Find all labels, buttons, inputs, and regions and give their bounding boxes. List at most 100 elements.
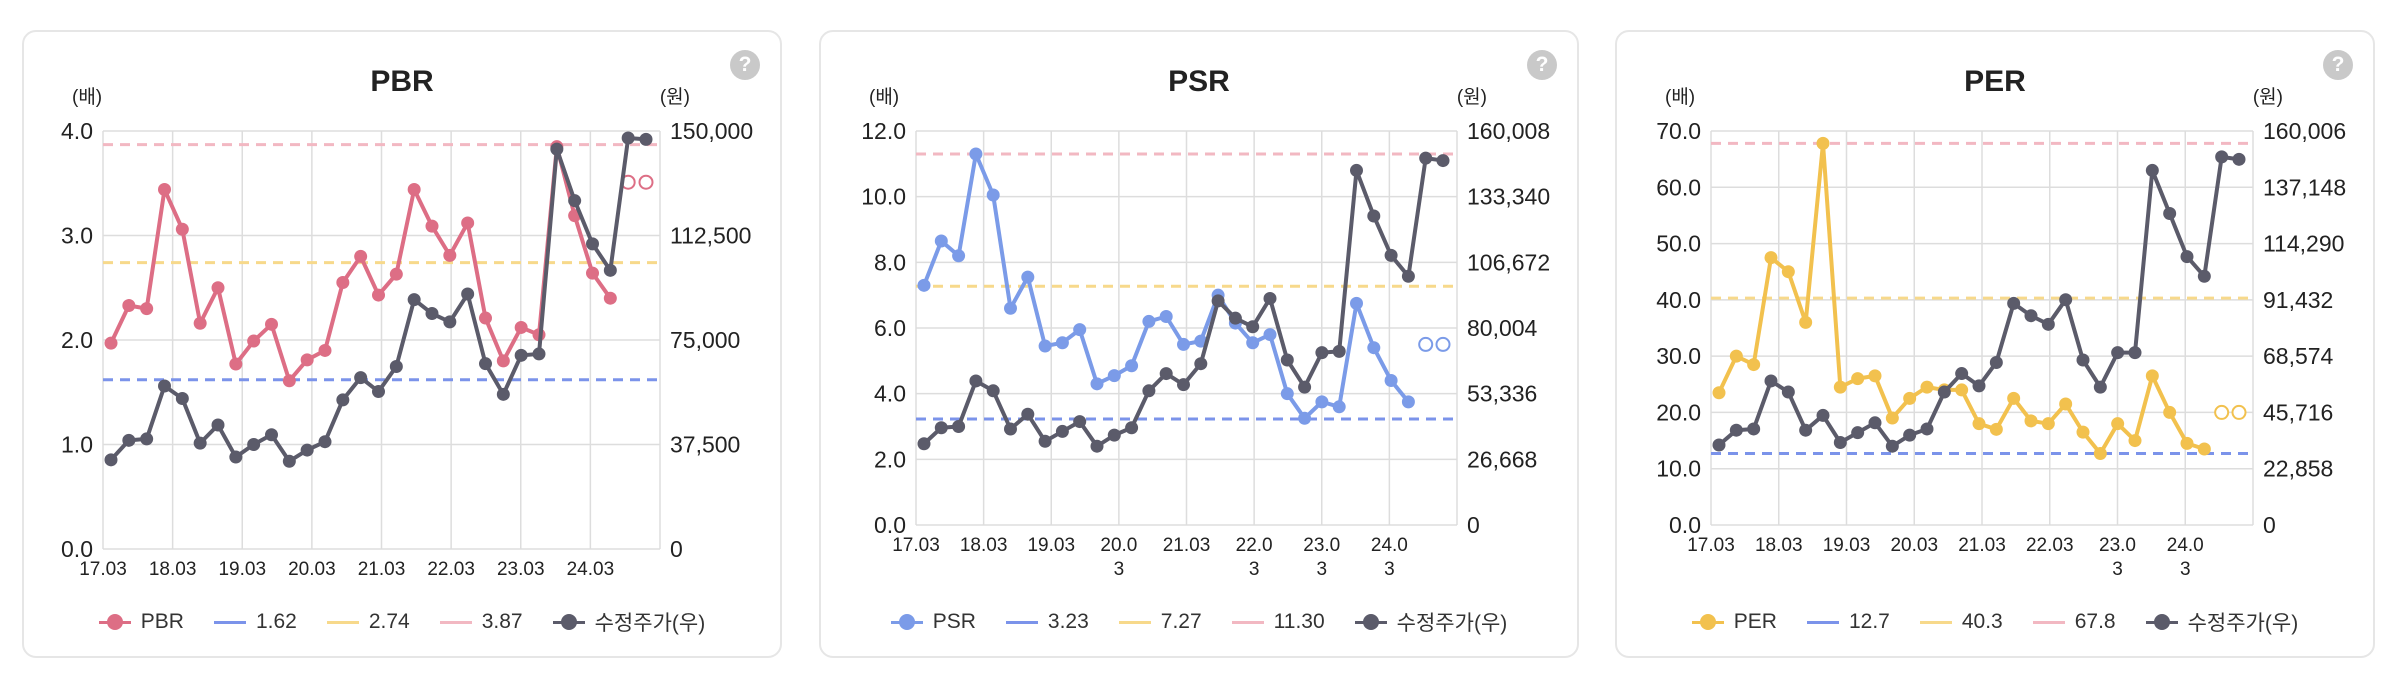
legend-item-metric[interactable]: PBR <box>98 610 184 634</box>
y-tick-label: 0.0 <box>1669 512 1701 538</box>
metric-series-point <box>1159 310 1173 324</box>
legend-item-price[interactable]: 수정주가(우) <box>552 607 705 637</box>
metric-series-point <box>1384 374 1398 388</box>
legend-item-price[interactable]: 수정주가(우) <box>1354 607 1508 637</box>
legend-label: 7.27 <box>1160 610 1202 633</box>
metric-series-point <box>140 302 154 316</box>
price-series-point <box>229 450 243 464</box>
y2-tick-label: 137,148 <box>2263 174 2346 200</box>
left-axis-unit: (배) <box>869 87 900 108</box>
legend-item-high[interactable]: 11.30 <box>1231 610 1325 634</box>
legend-label: 수정주가(우) <box>2187 612 2299 635</box>
y2-tick-label: 22,858 <box>2263 456 2333 482</box>
x-tick-label: 18.03 <box>149 559 197 580</box>
y2-tick-label: 0 <box>1467 512 1480 538</box>
metric-series-point <box>2111 417 2125 431</box>
legend-item-high[interactable]: 67.8 <box>2032 610 2116 634</box>
y2-tick-label: 37,500 <box>670 432 740 458</box>
chart-legend: PBR 1.62 2.74 3.87 수정주가(우) <box>24 607 780 637</box>
metric-series-point <box>2076 425 2090 439</box>
y2-tick-label: 53,336 <box>1467 381 1537 407</box>
price-series-point <box>1885 439 1899 453</box>
legend-label: 수정주가(우) <box>1396 612 1508 635</box>
metric-series-point <box>372 288 385 302</box>
metric-series-point <box>1194 334 1208 348</box>
x-tick-label: 3 <box>2180 559 2191 580</box>
metric-series-point <box>2007 391 2021 405</box>
metric-series-point <box>479 311 492 325</box>
price-series-point <box>2163 207 2177 221</box>
x-tick-label: 18.03 <box>960 535 1008 556</box>
legend-label: 67.8 <box>2074 610 2116 633</box>
price-series-point <box>969 374 983 388</box>
y2-tick-label: 75,000 <box>670 327 740 353</box>
metric-series-point <box>2197 442 2211 456</box>
help-button[interactable]: ? <box>730 50 760 80</box>
legend-item-metric[interactable]: PSR <box>890 610 976 634</box>
price-series-point <box>1833 436 1847 450</box>
legend-item-metric[interactable]: PER <box>1691 610 1777 634</box>
metric-series-point <box>1004 301 1017 315</box>
metric-series-point <box>1435 336 1451 352</box>
metric-series-point <box>1799 315 1813 329</box>
price-series-point <box>2145 163 2159 177</box>
help-button[interactable]: ? <box>2323 50 2353 80</box>
legend-label: 2.74 <box>368 610 410 633</box>
price-series-point <box>2007 296 2021 310</box>
metric-series-point <box>1972 417 1986 431</box>
price-series-point <box>1781 385 1795 399</box>
price-series-point <box>140 432 154 446</box>
x-tick-label: 3 <box>2112 559 2123 580</box>
legend-item-low[interactable]: 3.23 <box>1005 610 1089 634</box>
price-series-point <box>1055 424 1069 438</box>
x-tick-label: 3 <box>1316 559 1327 580</box>
legend-item-price[interactable]: 수정주가(우) <box>2145 607 2299 637</box>
metric-series-point <box>1280 387 1294 401</box>
metric-series-point <box>986 188 1000 202</box>
metric-series-point <box>952 249 966 263</box>
price-series-point <box>639 132 653 146</box>
metric-series-point <box>282 374 296 388</box>
metric-series-point <box>1816 136 1830 150</box>
y2-tick-label: 45,716 <box>2263 399 2333 425</box>
x-tick-label: 17.03 <box>79 559 127 580</box>
legend-item-mid[interactable]: 40.3 <box>1919 610 2003 634</box>
price-series-point <box>1211 294 1225 308</box>
legend-item-low[interactable]: 1.62 <box>213 610 297 634</box>
price-series-point <box>247 438 261 451</box>
metric-series-point <box>1781 265 1795 279</box>
x-tick-label: 20.0 <box>1100 535 1137 556</box>
metric-series-point <box>2231 404 2247 420</box>
price-series-point <box>1764 374 1778 388</box>
metric-series-point <box>1833 380 1847 394</box>
metric-series-point <box>1298 411 1312 425</box>
metric-series-point <box>407 183 421 197</box>
y-tick-label: 70.0 <box>1656 118 1701 144</box>
metric-series-point <box>104 336 118 350</box>
legend-item-low[interactable]: 12.7 <box>1806 610 1890 634</box>
metric-series-point <box>1021 270 1035 284</box>
metric-series-point <box>917 278 931 292</box>
price-series-point <box>372 385 385 399</box>
price-series-point <box>2232 152 2246 166</box>
metric-series-point <box>1868 369 1882 383</box>
y2-tick-label: 133,340 <box>1467 184 1550 210</box>
metric-series-point <box>1401 395 1415 409</box>
metric-series-point <box>638 174 654 190</box>
metric-series-point <box>1332 400 1346 414</box>
price-series-point <box>175 392 189 406</box>
legend-item-mid[interactable]: 2.74 <box>326 610 410 634</box>
price-series-point <box>2180 250 2194 264</box>
y2-tick-label: 114,290 <box>2263 231 2344 257</box>
legend-label: 1.62 <box>255 610 297 633</box>
price-series-point <box>1436 154 1450 168</box>
price-series-point <box>1159 367 1173 381</box>
legend-item-high[interactable]: 3.87 <box>439 610 523 634</box>
y-tick-label: 6.0 <box>874 315 906 341</box>
x-tick-label: 23.03 <box>497 559 545 580</box>
metric-series-point <box>1263 328 1277 342</box>
legend-item-mid[interactable]: 7.27 <box>1118 610 1202 634</box>
price-series-point <box>2128 346 2142 360</box>
help-button[interactable]: ? <box>1527 50 1557 80</box>
y2-tick-label: 80,004 <box>1467 315 1538 341</box>
